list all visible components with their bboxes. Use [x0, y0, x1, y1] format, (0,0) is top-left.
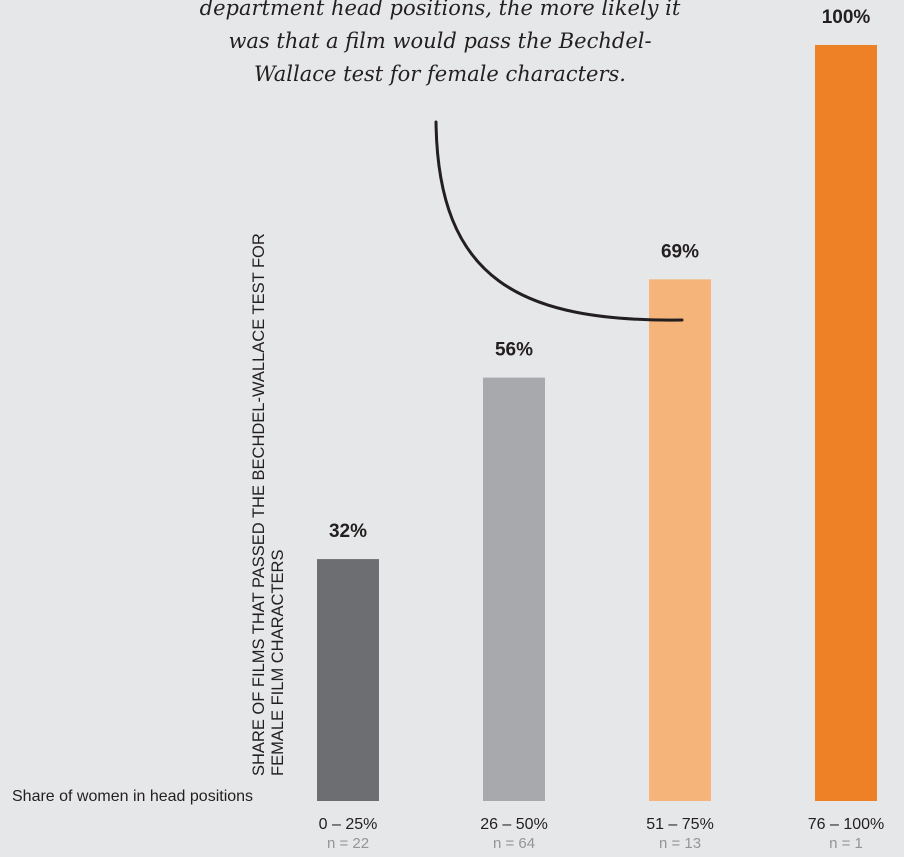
x-tick-label-51-75: 51 – 75%	[646, 816, 714, 833]
x-tick-label-0-25: 0 – 25%	[319, 816, 378, 833]
bar-26-50	[483, 377, 545, 801]
data-label-76-100: 100%	[822, 7, 871, 28]
bar-76-100	[815, 45, 877, 801]
labels-group: 32% 0 – 25% n = 22 56% 26 – 50% n = 64 69% 51 –…	[319, 7, 885, 852]
sample-size-label-0-25: n = 22	[327, 835, 369, 852]
annotation-text: department head positions, the more like…	[150, 0, 730, 91]
bars-group	[317, 45, 877, 801]
bar-0-25	[317, 559, 379, 801]
x-tick-label-76-100: 76 – 100%	[808, 816, 885, 833]
data-label-26-50: 56%	[495, 340, 533, 361]
sample-size-label-51-75: n = 13	[659, 835, 701, 852]
x-axis-label: Share of women in head positions	[12, 788, 254, 805]
sample-size-label-26-50: n = 64	[493, 835, 535, 852]
x-tick-label-26-50: 26 – 50%	[480, 816, 548, 833]
y-axis-label: SHARE OF FILMS THAT PASSED THE BECHDEL-W…	[250, 233, 287, 776]
annotation-line-3: Wallace test for female characters.	[254, 62, 626, 86]
data-label-51-75: 69%	[661, 241, 699, 262]
data-label-0-25: 32%	[329, 521, 367, 542]
sample-size-label-76-100: n = 1	[829, 835, 863, 852]
annotation-line-1: department head positions, the more like…	[199, 0, 681, 20]
annotation-line-2: was that a film would pass the Bechdel-	[228, 29, 652, 53]
bar-51-75	[649, 279, 711, 801]
annotation-pointer-curve	[434, 120, 684, 322]
